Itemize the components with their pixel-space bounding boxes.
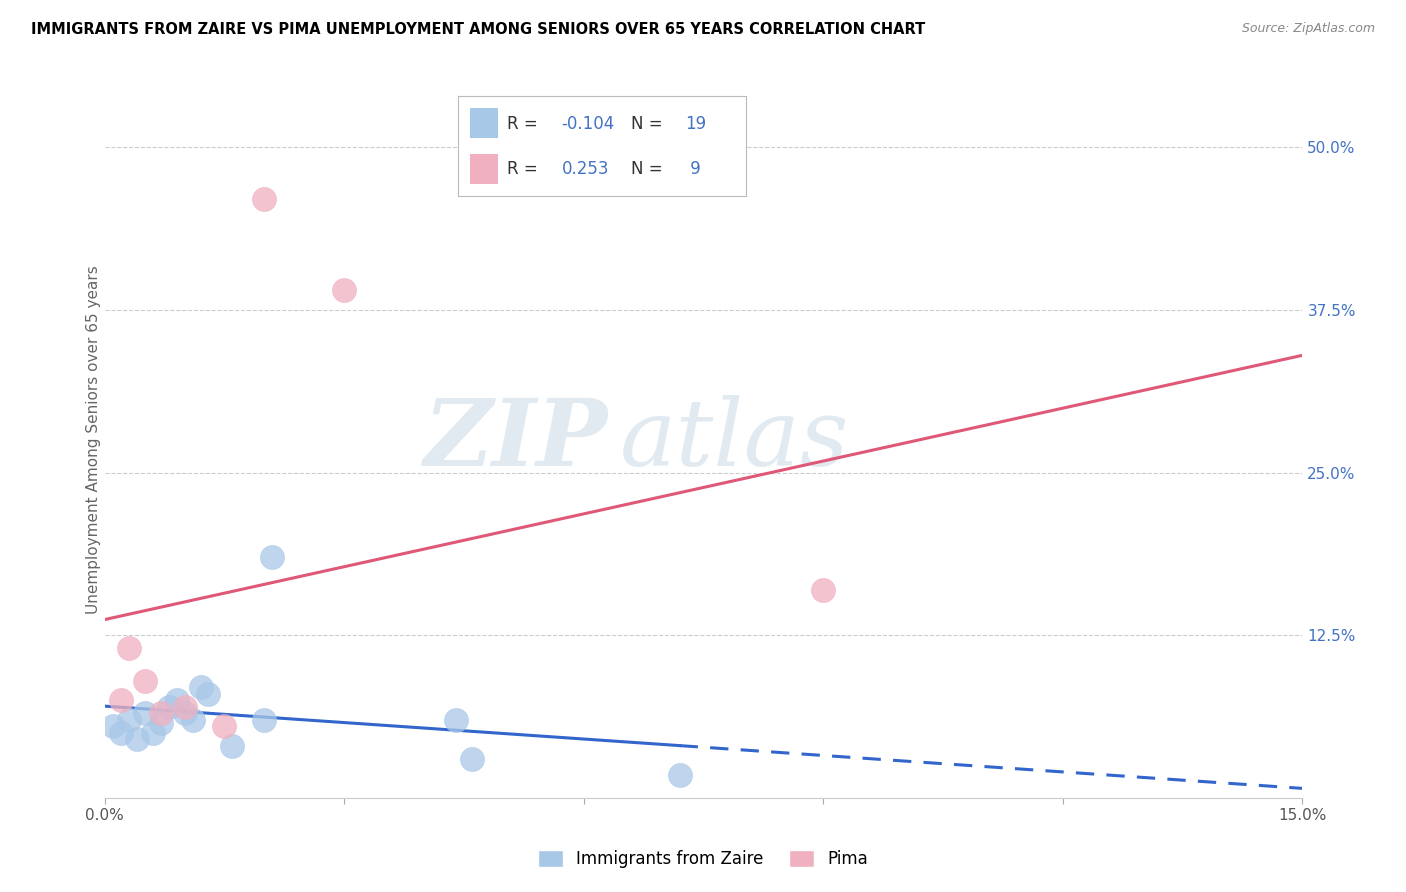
Point [221,739,243,753]
Point [110,726,132,740]
Text: Source: ZipAtlas.com: Source: ZipAtlas.com [1241,22,1375,36]
Point [142,726,165,740]
Point [134,706,156,721]
Text: ZIP: ZIP [423,395,607,485]
Point [461,752,484,766]
Point [166,693,188,707]
Point [253,192,276,206]
Point [444,713,467,727]
Point [149,706,172,721]
Point [197,687,219,701]
Legend: Immigrants from Zaire, Pima: Immigrants from Zaire, Pima [531,843,875,875]
Point [214,719,236,733]
Text: IMMIGRANTS FROM ZAIRE VS PIMA UNEMPLOYMENT AMONG SENIORS OVER 65 YEARS CORRELATI: IMMIGRANTS FROM ZAIRE VS PIMA UNEMPLOYME… [31,22,925,37]
Point [173,700,195,714]
Y-axis label: Unemployment Among Seniors over 65 years: Unemployment Among Seniors over 65 years [86,266,101,615]
Point [668,767,690,781]
Point [117,713,139,727]
Point [157,700,180,714]
Text: atlas: atlas [620,395,849,485]
Point [125,732,148,747]
Point [190,681,212,695]
Point [110,693,132,707]
Point [333,283,356,297]
Point [181,713,204,727]
Point [173,706,195,721]
Point [253,713,276,727]
Point [149,715,172,730]
Point [117,641,139,656]
Point [813,582,835,597]
Point [134,673,156,688]
Point [101,719,124,733]
Point [262,550,284,565]
